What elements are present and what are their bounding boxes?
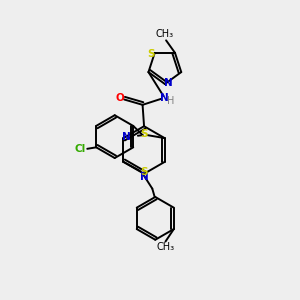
Text: N: N [122, 132, 131, 142]
Text: Cl: Cl [74, 144, 85, 154]
Text: S: S [140, 129, 147, 139]
Text: S: S [140, 167, 147, 177]
Text: S: S [147, 49, 155, 59]
Text: CH₃: CH₃ [155, 29, 174, 39]
Text: CH₃: CH₃ [156, 242, 175, 253]
Text: N: N [160, 93, 169, 103]
Text: H: H [167, 96, 175, 106]
Text: O: O [115, 93, 124, 103]
Text: N: N [164, 77, 173, 88]
Text: N: N [140, 172, 148, 182]
